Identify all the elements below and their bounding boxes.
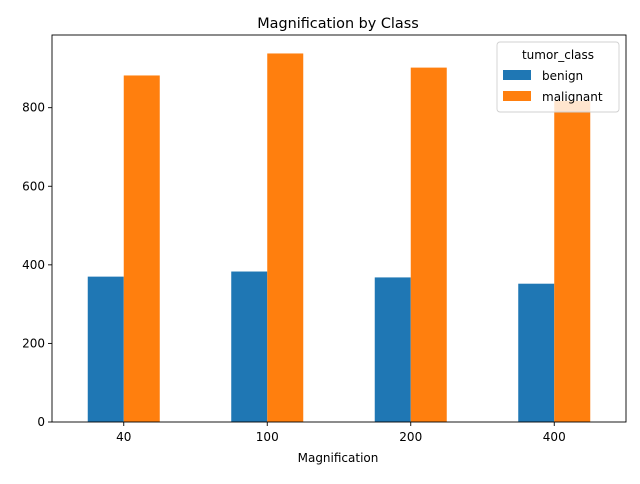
legend-swatch-malignant [503,91,531,101]
x-axis: 40 100 200 400 [116,422,566,444]
x-tick-label: 100 [256,430,279,444]
bar-malignant-200 [410,67,447,422]
plot-frame [51,34,627,423]
bar-benign-40 [87,276,124,422]
y-tick-label: 400 [22,258,45,272]
y-tick-label: 800 [22,101,45,115]
legend-label-malignant: malignant [542,90,603,104]
legend-swatch-benign [503,70,531,80]
legend-title: tumor_class [522,48,594,62]
bar-benign-200 [374,277,411,422]
bar-malignant-100 [267,53,304,422]
chart-title: Magnification by Class [257,16,419,32]
bars-layer [87,53,591,422]
bar-malignant-40 [123,75,160,422]
x-tick-label: 40 [116,430,131,444]
y-tick-label: 0 [37,415,45,429]
x-tick-label: 200 [399,430,422,444]
x-tick-label: 400 [543,430,566,444]
legend-label-benign: benign [542,69,583,83]
y-tick-label: 600 [22,179,45,193]
y-tick-label: 200 [22,336,45,350]
bar-benign-100 [231,271,268,422]
legend-items: benign malignant [503,69,603,104]
y-axis: 0 200 400 600 800 [22,101,52,429]
x-axis-label: Magnification [298,451,379,465]
bar-malignant-400 [554,101,591,422]
bar-benign-400 [518,283,555,422]
legend: tumor_class benign malignant [496,41,620,113]
